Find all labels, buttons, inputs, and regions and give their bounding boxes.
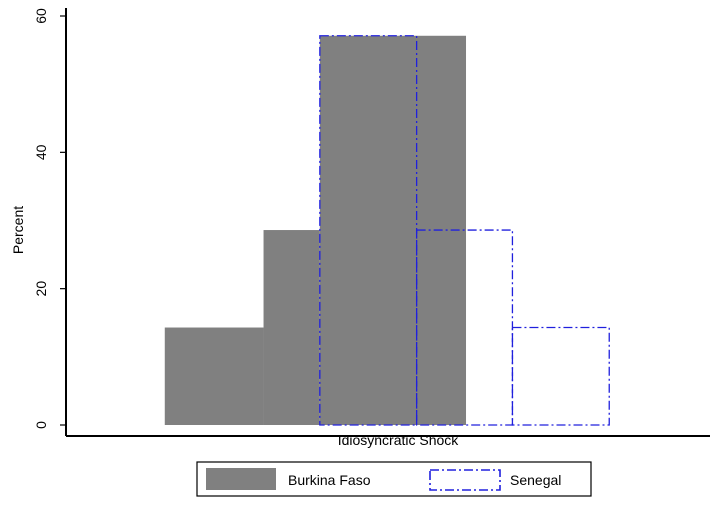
bar-burkina-faso-0	[164, 327, 264, 425]
axes-layer: 0 20 40 60	[33, 8, 710, 437]
y-tick-label: 60	[33, 8, 49, 24]
bar-burkina-faso-2	[319, 35, 467, 425]
x-axis-label: Idiosyncratic Shock	[338, 432, 460, 448]
legend: Burkina Faso Senegal	[196, 461, 592, 497]
legend-key-burkina-faso	[206, 468, 276, 490]
legend-label-burkina-faso: Burkina Faso	[288, 472, 371, 488]
bar-senegal-1	[415, 229, 514, 426]
y-tick-label: 40	[33, 144, 49, 160]
legend-label-senegal: Senegal	[510, 472, 561, 488]
bar-senegal-2	[511, 326, 610, 426]
y-tick-label: 0	[33, 421, 49, 429]
y-tick-label: 20	[33, 281, 49, 297]
y-axis-label: Percent	[10, 206, 26, 254]
bars-layer	[164, 35, 610, 426]
legend-key-senegal	[429, 469, 501, 491]
bar-burkina-faso-1	[263, 230, 320, 425]
